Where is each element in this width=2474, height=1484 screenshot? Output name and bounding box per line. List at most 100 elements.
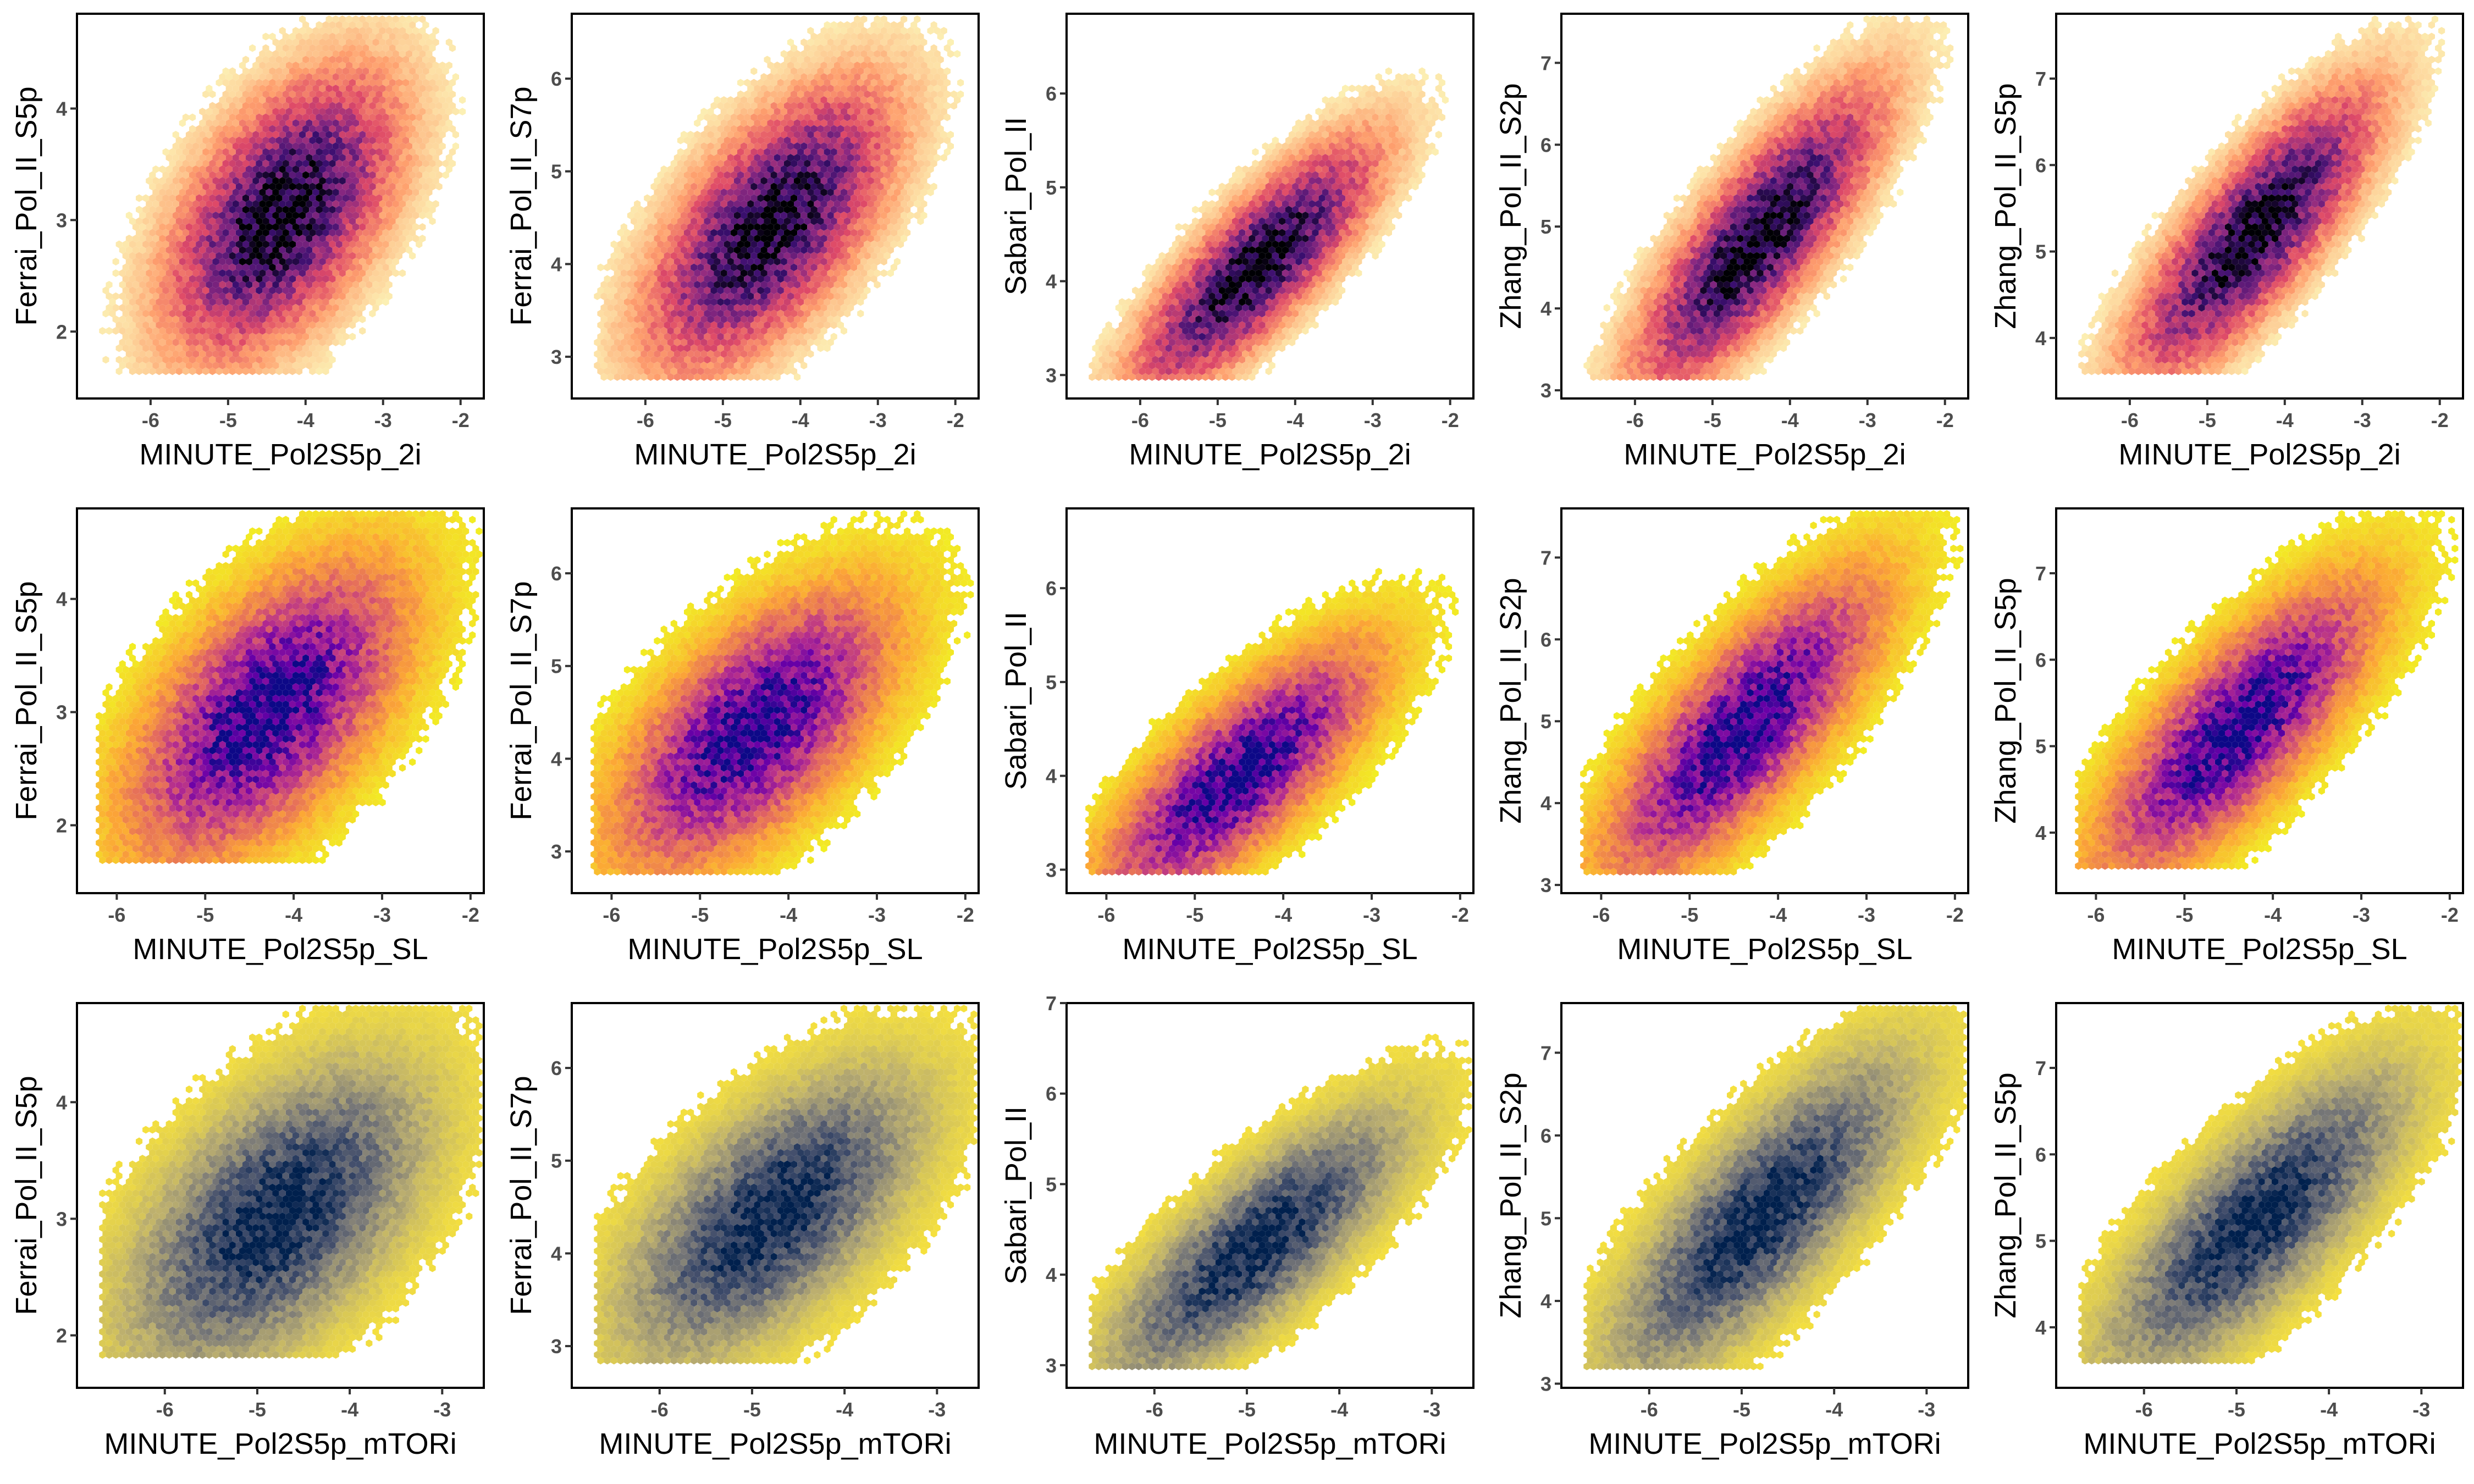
hexbin-cell	[783, 356, 791, 364]
hexbin-cell	[774, 235, 781, 242]
hexbin-cell	[794, 154, 801, 162]
hexbin-cell	[840, 96, 847, 104]
hexbin-cell	[800, 304, 808, 312]
hexbin-cell	[352, 200, 360, 208]
hexbin-cell	[893, 96, 901, 104]
hexbin-cell	[259, 85, 266, 92]
hexbin-cell	[209, 206, 216, 214]
hexbin-cell	[339, 327, 346, 335]
hexbin-cell	[1372, 102, 1379, 110]
hexbin-cell	[1262, 177, 1269, 185]
hexbin-cell	[927, 96, 934, 104]
hexbin-cell	[409, 113, 416, 121]
hexbin-cell	[349, 286, 356, 295]
hexbin-cell	[369, 67, 376, 75]
hexbin-cell	[372, 258, 379, 265]
hexbin-cell	[1382, 108, 1389, 115]
hexbin-cell	[299, 350, 306, 358]
hexbin-cell	[807, 258, 814, 265]
hexbin-cell	[266, 165, 273, 173]
hexbin-cell	[225, 154, 233, 162]
hexbin-cell	[754, 96, 761, 104]
hexbin-cell	[132, 292, 140, 300]
hexbin-cell	[860, 131, 868, 139]
hexbin-cell	[335, 159, 343, 168]
hexbin-cell	[737, 240, 744, 248]
hexbin-cell	[657, 182, 664, 191]
hexbin-cell	[232, 304, 239, 312]
hexbin-cell	[1305, 159, 1312, 168]
hexbin-cell	[132, 246, 140, 254]
hexbin-cell	[169, 217, 176, 225]
hexbin-cell	[1392, 159, 1399, 168]
hexbin-cell	[289, 102, 296, 110]
hexbin-cell	[316, 21, 323, 29]
hexbin-cell	[667, 212, 674, 219]
hexbin-cell	[235, 102, 242, 110]
hexbin-cell	[362, 102, 369, 110]
hexbin-cell	[1372, 171, 1379, 179]
hexbin-cell	[787, 339, 794, 346]
hexbin-cell	[242, 159, 250, 168]
hexbin-cell	[847, 177, 854, 185]
hexbin-cell	[694, 212, 701, 219]
hexbin-cell	[282, 102, 289, 110]
hexbin-cell	[710, 113, 717, 121]
hexbin-cell	[930, 102, 937, 110]
hexbin-cell	[416, 171, 423, 179]
hexbin-cell	[720, 212, 727, 219]
hexbin-cell	[409, 148, 416, 156]
hexbin-cell	[824, 252, 831, 260]
hexbin-cell	[345, 96, 352, 104]
hexbin-cell	[189, 229, 196, 237]
hexbin-cell	[804, 90, 811, 98]
hexbin-cell	[810, 125, 818, 133]
hexbin-cell	[1282, 165, 1289, 173]
hexbin-cell	[870, 194, 877, 202]
hexbin-cell	[914, 15, 921, 23]
hexbin-cell	[322, 79, 329, 87]
hexbin-cell	[239, 292, 246, 300]
hexbin-cell	[707, 350, 714, 358]
hexbin-cell	[857, 90, 864, 98]
hexbin-cell	[322, 275, 329, 283]
hexbin-cell	[777, 275, 784, 283]
hexbin-cell	[814, 154, 821, 162]
hexbin-cell	[1409, 142, 1416, 150]
hexbin-cell	[325, 27, 333, 35]
hexbin-cell	[887, 177, 894, 185]
hexbin-cell	[684, 148, 691, 156]
hexbin-cell	[644, 252, 651, 260]
hexbin-cell	[851, 217, 858, 225]
hexbin-cell	[219, 304, 226, 312]
hexbin-cell	[269, 333, 276, 341]
hexbin-cell	[827, 27, 834, 35]
hexbin-cell	[797, 286, 804, 295]
hexbin-cell	[874, 15, 881, 23]
hexbin-cell	[182, 182, 189, 191]
hexbin-cell	[824, 298, 831, 306]
hexbin-cell	[175, 298, 183, 306]
hexbin-cell	[817, 206, 824, 214]
hexbin-cell	[345, 235, 352, 242]
hexbin-cell	[1258, 171, 1266, 179]
hexbin-cell	[459, 108, 466, 115]
hexbin-cell	[684, 333, 691, 341]
hexbin-cell	[707, 131, 714, 139]
hexbin-cell	[860, 223, 868, 231]
hexbin-cell	[335, 125, 343, 133]
hexbin-cell	[399, 246, 406, 254]
hexbin-cell	[910, 79, 918, 87]
hexbin-cell	[285, 269, 292, 277]
hexbin-cell	[741, 165, 748, 173]
hexbin-cell	[332, 292, 339, 300]
hexbin-cell	[837, 136, 844, 145]
hexbin-cell	[179, 119, 186, 127]
hexbin-cell	[727, 142, 734, 150]
hexbin-cell	[680, 281, 688, 289]
hexbin-cell	[697, 229, 704, 237]
hexbin-cell	[837, 298, 844, 306]
hexbin-cell	[272, 200, 279, 208]
hexbin-cell	[252, 235, 259, 242]
hexbin-cell	[654, 362, 661, 369]
